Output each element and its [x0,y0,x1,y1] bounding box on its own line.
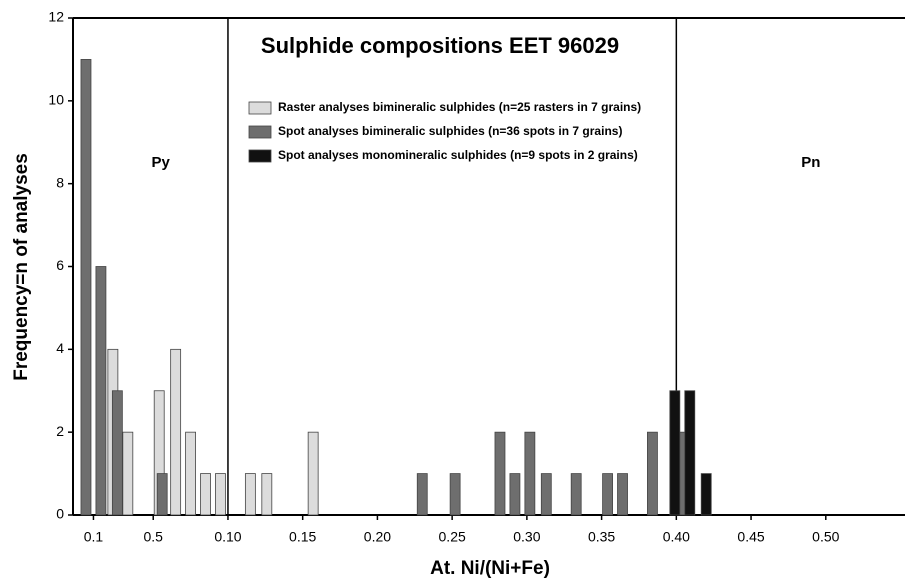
bar [416,473,428,516]
legend-label: Raster analyses bimineralic sulphides (n… [278,100,641,114]
bar [570,473,582,516]
y-tick-label: 2 [56,423,64,439]
y-tick-label: 4 [56,340,64,356]
y-tick-label: 6 [56,257,64,273]
bar [524,431,536,516]
legend-label: Spot analyses monomineralic sulphides (n… [278,148,638,162]
bar [700,473,712,516]
bar [494,431,506,516]
legend-label: Spot analyses bimineralic sulphides (n=3… [278,124,622,138]
x-tick-label: 0.45 [737,529,764,545]
bar [200,473,211,516]
annotation: Pn [801,154,820,171]
bar [244,473,256,516]
x-tick-label: 0.1 [84,529,104,545]
bar [122,431,134,516]
bar [95,266,107,516]
bar [156,473,168,516]
y-tick-label: 10 [48,92,64,108]
bar [540,473,552,516]
x-tick-label: 0.40 [663,529,690,545]
bar [111,390,123,516]
bar [307,431,319,516]
bar [80,59,92,516]
x-tick-label: 0.35 [588,529,615,545]
bar [449,473,461,516]
bar [617,473,628,516]
legend-swatch [248,125,272,139]
x-axis-label: At. Ni/(Ni+Fe) [430,558,550,579]
x-tick-label: 0.25 [439,529,466,545]
bar [170,348,182,516]
bar [261,473,273,516]
x-tick-label: 0.50 [812,529,839,545]
bar [684,390,696,516]
y-tick-label: 0 [56,506,64,522]
annotation: Py [152,154,171,171]
bar [669,390,681,516]
legend-swatch [248,101,272,115]
chart-title: Sulphide compositions EET 96029 [261,33,619,58]
x-tick-label: 0.30 [513,529,540,545]
x-tick-label: 0.15 [289,529,316,545]
x-tick-label: 0.20 [364,529,391,545]
bar [215,473,226,516]
y-tick-label: 8 [56,174,64,190]
x-tick-label: 0.5 [143,529,163,545]
bar [647,431,658,516]
bar [185,431,196,516]
y-tick-label: 12 [48,9,64,25]
y-axis-label: Frequency=n of analyses [11,153,32,381]
bar [602,473,613,516]
bar [509,473,521,516]
x-tick-label: 0.10 [214,529,241,545]
legend-swatch [248,149,272,163]
